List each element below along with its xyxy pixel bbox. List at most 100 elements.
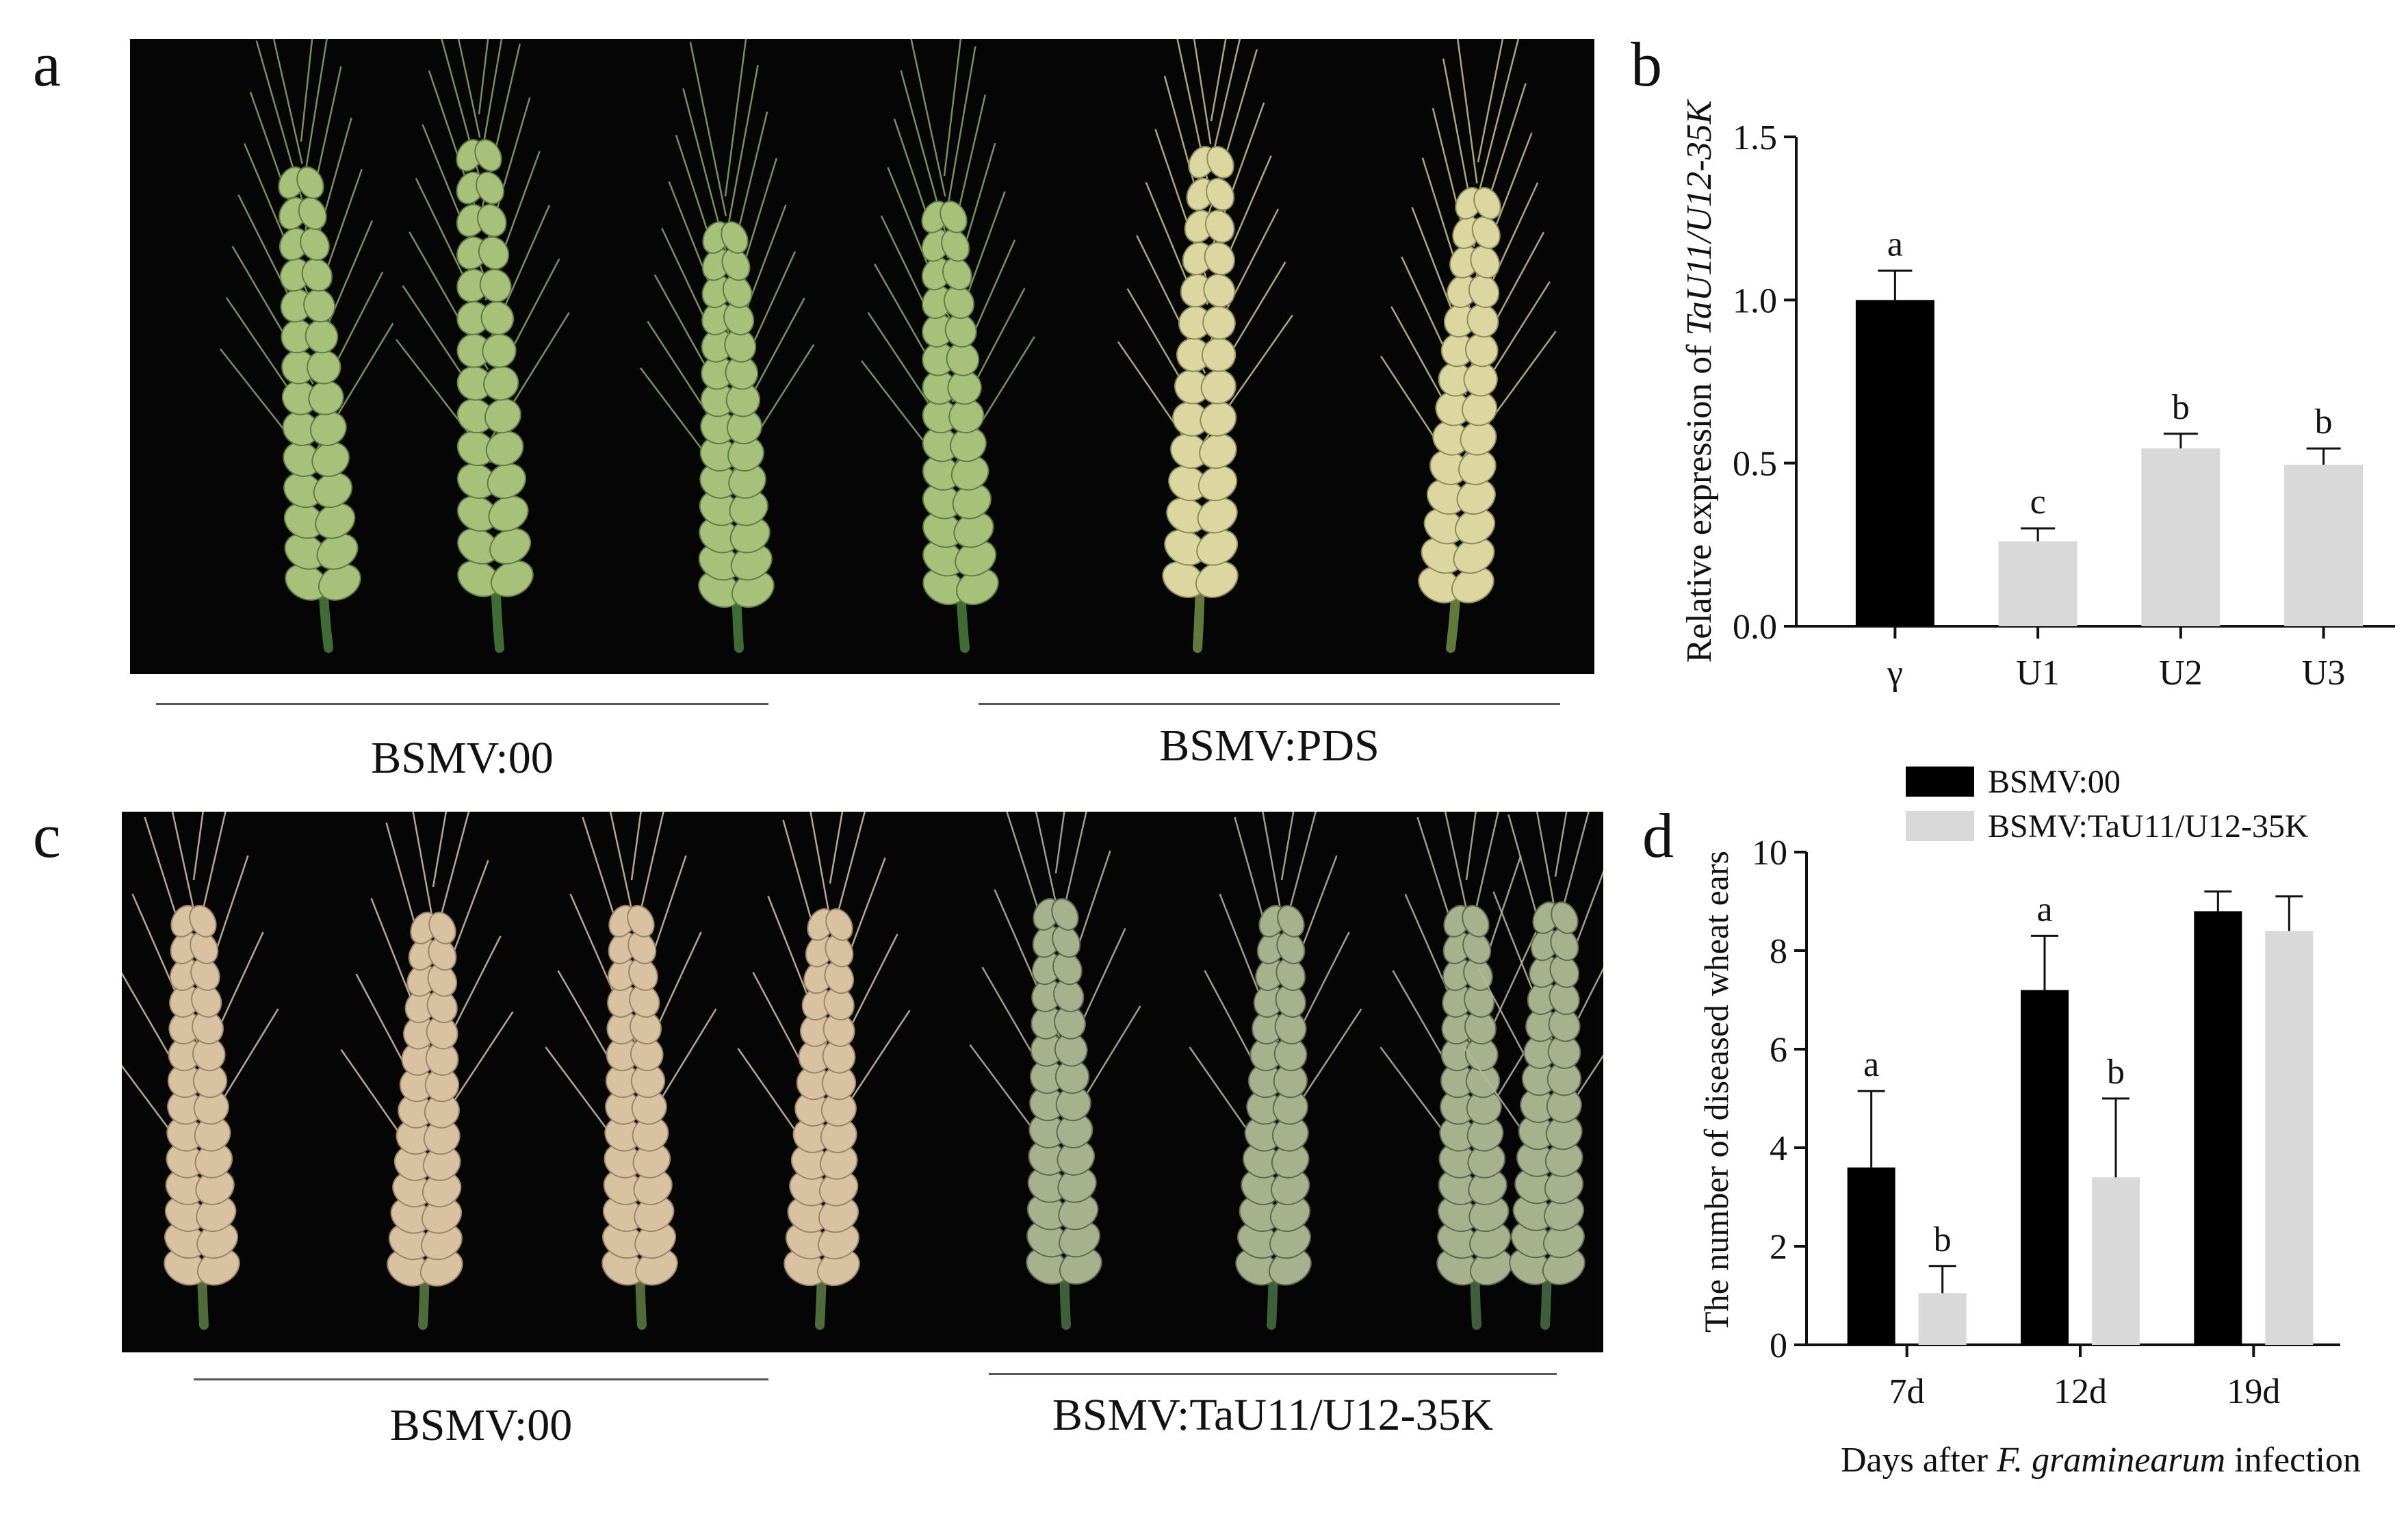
wheat-awn — [480, 39, 503, 162]
y-tick-label: 1.0 — [1733, 281, 1777, 320]
panel-a-letter: a — [33, 29, 61, 99]
wheat-spikelet — [1462, 391, 1498, 426]
wheat-ear — [1380, 39, 1557, 653]
x-tick-label: U2 — [2159, 654, 2203, 693]
wheat-spikelet — [428, 912, 456, 944]
panel-c-group-line-2 — [989, 1373, 1557, 1375]
wheat-spikelet — [303, 289, 336, 323]
wheat-awn — [412, 812, 434, 919]
wheat-awn — [725, 64, 759, 236]
wheat-spikelet — [477, 204, 507, 237]
y-tick-label: 4 — [1770, 1129, 1787, 1168]
x-tick-label: 12d — [2054, 1372, 2107, 1411]
x-axis-label-prefix: Days after — [1841, 1441, 1997, 1480]
wheat-awn — [1444, 812, 1468, 913]
y-tick-label: 10 — [1752, 834, 1787, 873]
wheat-spikelet — [476, 171, 505, 205]
wheat-awn — [1193, 39, 1212, 144]
y-tick-label: 1.5 — [1733, 118, 1777, 157]
wheat-ear — [1380, 812, 1552, 1330]
y-axis-label-text: Relative expression of — [1680, 335, 1719, 662]
bar-chart-diseased-ears: 0 2 4 6 8 10 The number of diseased wheat ears… — [1697, 764, 2361, 1480]
x-tick-label: U3 — [2302, 654, 2346, 693]
wheat-ear — [640, 39, 815, 653]
legend-label: BSMV:TaU11/U12-35K — [1988, 808, 2309, 845]
wheat-spikelet — [1201, 337, 1237, 372]
wheat-spikelet — [1196, 529, 1239, 566]
significance-label: a — [1887, 224, 1903, 263]
bar — [2265, 931, 2314, 1345]
x-axis-label: Days after F. graminearum infection — [1841, 1441, 2361, 1480]
bar — [1918, 1293, 1967, 1345]
wheat-spikelet — [825, 934, 854, 968]
y-tick-label: 2 — [1770, 1228, 1787, 1267]
wheat-spikelet — [941, 229, 970, 262]
wheat-awn — [1054, 812, 1065, 874]
wheat-spikelet — [1052, 925, 1081, 958]
wheat-spikelet — [1470, 245, 1500, 279]
wheat-spikelet — [1206, 177, 1235, 211]
wheat-awn — [1280, 812, 1295, 881]
wheat-spikelet — [1277, 905, 1305, 938]
wheat-spikelet — [488, 496, 529, 532]
wheat-spikelet — [485, 430, 524, 467]
wheat-spikelet — [940, 201, 968, 233]
bar-chart-relative-expression: 0.0 0.5 1.0 1.5 Relative expression of TaU11… — [1680, 99, 2395, 693]
bar — [1998, 541, 2077, 626]
wheat-spikelet — [1204, 209, 1235, 243]
wheat-awn — [1554, 812, 1568, 877]
wheat-spikelet — [189, 905, 217, 938]
wheat-awn — [1209, 39, 1241, 168]
wheat-spikelet — [1203, 274, 1236, 308]
wheat-ear — [861, 39, 1035, 653]
wheat-awn — [910, 39, 946, 197]
wheat-spikelet — [484, 398, 521, 434]
wheat-awn — [192, 812, 204, 881]
bar — [1847, 1167, 1895, 1345]
panel-a-group-label-2: BSMV:PDS — [1159, 721, 1380, 771]
panel-d-letter: d — [1642, 801, 1674, 871]
wheat-spikelet — [305, 319, 339, 354]
panel-c-group-line-1 — [194, 1378, 768, 1380]
panel-c-group-label-1: BSMV:00 — [389, 1400, 573, 1450]
wheat-awn — [1536, 812, 1556, 910]
x-axis-label-suffix: infection — [2225, 1441, 2361, 1480]
wheat-spikelet — [1463, 362, 1498, 397]
bar — [2284, 465, 2364, 626]
wheat-ear — [737, 812, 911, 1330]
wheat-spikelet — [1197, 497, 1238, 534]
wheat-ear — [545, 812, 717, 1330]
x-tick-label: 19d — [2227, 1372, 2280, 1411]
wheat-ear — [122, 812, 279, 1330]
wheat-spikelet — [1465, 333, 1499, 368]
wheat-spikelet — [1462, 905, 1490, 938]
wheat-spikelet — [1200, 370, 1237, 404]
wheat-spikelet — [1466, 304, 1499, 338]
wheat-awn — [689, 41, 727, 216]
panel-a-wheat-photo — [130, 39, 1594, 674]
wheat-spikelet — [483, 365, 519, 401]
wheat-spikelet — [1206, 146, 1234, 179]
x-axis-label-italic: F. graminearum — [1996, 1441, 2225, 1480]
panel-b-letter: b — [1631, 29, 1662, 99]
wheat-spikelet — [487, 463, 526, 499]
wheat-awn — [829, 812, 844, 884]
wheat-spikelet — [1276, 957, 1306, 991]
wheat-ear — [396, 39, 570, 653]
wheat-spikelet — [1051, 898, 1079, 931]
y-tick-label: 0.5 — [1733, 445, 1777, 484]
wheat-ear — [1189, 812, 1362, 1330]
wheat-spikelet — [479, 268, 512, 303]
wheat-spikelet — [428, 938, 457, 971]
wheat-spikelet — [1551, 901, 1579, 934]
wheat-spikelet — [478, 236, 510, 270]
wheat-awn — [1262, 812, 1282, 913]
significance-label: b — [2315, 402, 2333, 441]
y-tick-label: 6 — [1770, 1031, 1787, 1070]
wheat-spikelet — [1468, 274, 1500, 309]
significance-label: c — [2030, 483, 2046, 522]
wheat-awn — [428, 70, 484, 231]
wheat-spikelet — [721, 221, 749, 254]
bar — [2021, 990, 2069, 1345]
wheat-spikelet — [942, 257, 972, 291]
